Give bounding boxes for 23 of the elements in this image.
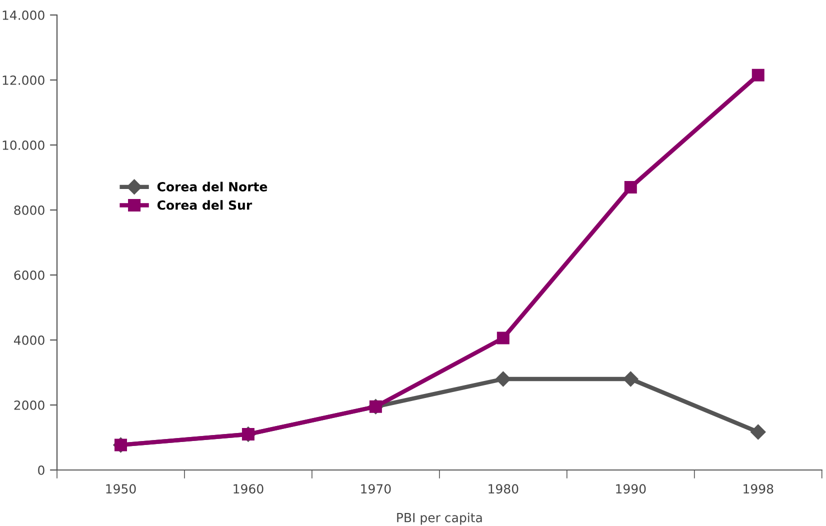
point	[624, 181, 637, 194]
point	[496, 332, 510, 344]
y-tick-label: 12.000	[2, 75, 44, 85]
point	[752, 68, 764, 82]
x-tick-label: 1970	[361, 484, 391, 494]
y-tick-label: 2000	[14, 400, 44, 410]
x-tick-label: 1960	[234, 484, 264, 494]
y-tick-label: 8000	[14, 205, 44, 215]
point	[623, 371, 638, 387]
legend-label: Corea del Norte	[157, 182, 268, 192]
y-tick-label: 10.000	[2, 140, 44, 150]
point	[750, 424, 766, 440]
x-tick-label: 1990	[616, 484, 646, 494]
y-tick-label: 0	[38, 465, 44, 475]
x-tick-label: 1950	[106, 484, 136, 494]
x-tick-label: 1998	[744, 484, 774, 494]
y-tick-label: 4000	[14, 335, 44, 345]
legend-label: Corea del Sur	[157, 200, 252, 210]
y-tick-label: 6000	[14, 270, 44, 280]
x-axis-title: PBI per capita	[397, 512, 482, 525]
x-tick-label: 1980	[488, 484, 518, 494]
y-tick-label: 14.000	[2, 10, 44, 20]
point	[496, 371, 511, 387]
